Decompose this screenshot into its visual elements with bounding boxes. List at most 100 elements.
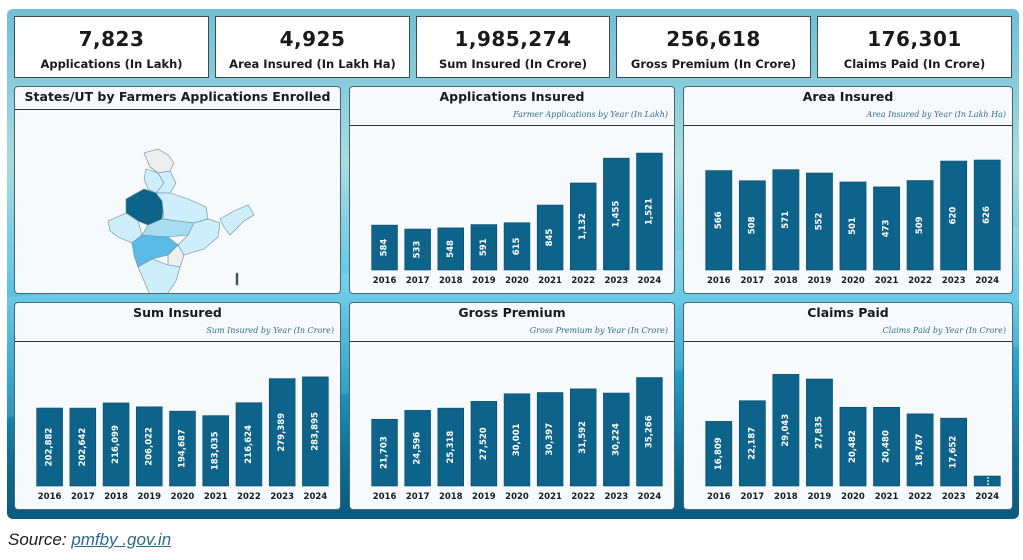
bar-2017[interactable] — [738, 400, 766, 487]
bar-2022[interactable] — [906, 180, 934, 271]
data-label: 571 — [781, 211, 791, 229]
bar-2024[interactable] — [973, 475, 1001, 487]
bar-2018[interactable] — [102, 402, 130, 487]
kpi-value: 176,301 — [867, 27, 962, 51]
x-tick-label: 2023 — [604, 276, 628, 286]
x-tick-label: 2016 — [373, 276, 397, 286]
x-tick-label: 2023 — [942, 276, 966, 286]
bar-2016[interactable] — [705, 421, 733, 487]
map-region-northeast[interactable] — [219, 204, 255, 236]
x-tick-label: 2021 — [875, 492, 899, 502]
bar-2019[interactable] — [136, 406, 163, 487]
india-map[interactable] — [15, 110, 341, 294]
x-tick-label: 2023 — [942, 492, 966, 502]
panel-subtitle: Farmer Applications by Year (In Lakh) — [513, 110, 668, 119]
bar-2021[interactable] — [873, 186, 900, 271]
bar-2024[interactable] — [636, 377, 663, 487]
kpi-value: 256,618 — [666, 27, 761, 51]
bar-2022[interactable] — [235, 402, 263, 487]
bar-2024[interactable] — [636, 152, 663, 271]
bar-2016[interactable] — [371, 418, 398, 487]
title-divider — [684, 125, 1012, 126]
data-label: 202,642 — [78, 428, 88, 467]
x-tick-label: 2017 — [71, 492, 95, 502]
x-tick-label: 2016 — [38, 492, 62, 502]
x-tick-label: 2022 — [571, 276, 595, 286]
area-insured-panel: Area Insured Area Insured by Year (In La… — [683, 86, 1013, 294]
map-region-east-states[interactable] — [177, 218, 221, 256]
x-tick-label: 2019 — [472, 492, 496, 502]
data-label: 194,687 — [178, 429, 188, 468]
x-tick-label: 2024 — [638, 492, 662, 502]
bar-2019[interactable] — [806, 378, 833, 487]
bar-2022[interactable] — [570, 182, 597, 271]
bar-2016[interactable] — [36, 407, 63, 487]
bar-2017[interactable] — [69, 407, 97, 487]
bar-2024[interactable] — [302, 376, 329, 487]
map-region-south-india[interactable] — [137, 258, 181, 294]
bar-2020[interactable] — [839, 406, 867, 487]
bar-2023[interactable] — [268, 378, 296, 487]
bar-2020[interactable] — [503, 222, 531, 271]
map-region-jammu-kashmir[interactable] — [143, 148, 175, 174]
x-tick-label: 2018 — [774, 276, 798, 286]
bar-2023[interactable] — [603, 392, 630, 487]
bar-2016[interactable] — [705, 170, 733, 271]
data-label: 20,480 — [882, 430, 892, 463]
sum-insured-bar-chart: 202,882 2016 202,642 2017 216,099 2018 206,022… — [36, 376, 329, 502]
bar-2021[interactable] — [536, 204, 564, 271]
data-label: 548 — [446, 240, 456, 258]
bar-2018[interactable] — [772, 374, 800, 487]
bar-2019[interactable] — [806, 172, 833, 271]
bar-2016[interactable] — [371, 224, 398, 271]
data-label: 30,397 — [545, 423, 555, 456]
bar-2019[interactable] — [470, 224, 498, 271]
bar-2021[interactable] — [873, 406, 900, 487]
claims-paid-bar-chart: 16,809 2016 22,187 2017 29,043 2018 27,835 2019… — [705, 374, 1001, 502]
panel-title: Gross Premium — [458, 305, 566, 320]
bar-2020[interactable] — [169, 410, 196, 487]
x-tick-label: 2021 — [538, 276, 562, 286]
bar-2017[interactable] — [404, 228, 431, 271]
x-tick-label: 2020 — [505, 276, 529, 286]
kpi-card-gross-premium: 256,618 Gross Premium (In Crore) — [616, 16, 811, 78]
bar-2018[interactable] — [437, 407, 464, 487]
x-tick-label: 2020 — [841, 492, 865, 502]
data-label: 845 — [545, 229, 555, 247]
bar-2023[interactable] — [940, 160, 968, 271]
bar-2018[interactable] — [437, 227, 464, 271]
data-label: 552 — [814, 213, 824, 231]
dashboard: 7,823 Applications (In Lakh) 4,925 Area … — [7, 9, 1019, 519]
bar-2023[interactable] — [940, 417, 968, 487]
x-tick-label: 2019 — [472, 276, 496, 286]
title-divider — [350, 125, 674, 126]
x-tick-label: 2024 — [304, 492, 328, 502]
x-tick-label: 2019 — [808, 492, 832, 502]
bar-2017[interactable] — [404, 410, 431, 487]
data-label: 584 — [380, 239, 390, 257]
bar-2017[interactable] — [738, 180, 766, 271]
map-region-telangana[interactable] — [167, 244, 185, 268]
map-region-uttar-pradesh[interactable] — [155, 192, 209, 224]
sum-insured-panel: Sum Insured Sum Insured by Year (In Cror… — [14, 302, 341, 510]
gross-premium-panel: Gross Premium Gross Premium by Year (In … — [349, 302, 675, 510]
x-tick-label: 2022 — [571, 492, 595, 502]
data-label: 27,835 — [814, 416, 824, 449]
bar-2020[interactable] — [839, 181, 867, 271]
kpi-label: Area Insured (In Lakh Ha) — [229, 57, 396, 71]
kpi-card-area-insured: 4,925 Area Insured (In Lakh Ha) — [215, 16, 410, 78]
bar-2022[interactable] — [570, 388, 597, 487]
bar-2021[interactable] — [202, 415, 229, 487]
bar-2021[interactable] — [536, 392, 564, 487]
bar-2022[interactable] — [906, 413, 934, 487]
data-label: 566 — [714, 211, 724, 229]
bar-2020[interactable] — [503, 393, 531, 487]
bar-2018[interactable] — [772, 169, 800, 271]
bar-2019[interactable] — [470, 401, 498, 487]
source-link[interactable]: pmfby .gov.in — [71, 530, 172, 549]
data-label: 626 — [982, 206, 992, 224]
bar-2024[interactable] — [973, 159, 1001, 271]
kpi-value: 7,823 — [78, 27, 145, 51]
bar-2023[interactable] — [603, 157, 630, 271]
x-tick-label: 2020 — [841, 276, 865, 286]
